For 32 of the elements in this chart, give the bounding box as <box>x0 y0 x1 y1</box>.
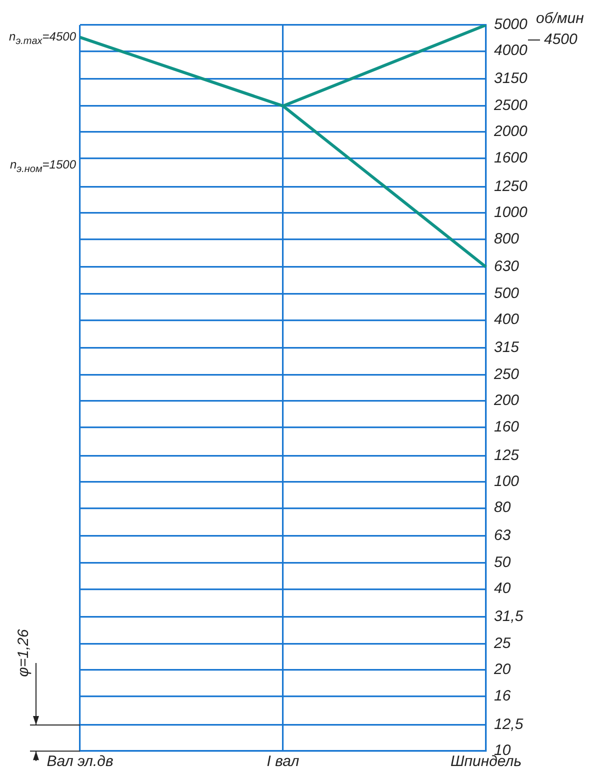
y-tick-label: 25 <box>493 635 512 652</box>
y-tick-label: 160 <box>494 418 520 436</box>
y-tick-label: 50 <box>494 554 512 572</box>
y-tick-label: 100 <box>494 473 520 490</box>
y-tick-label: 1600 <box>494 149 528 166</box>
y-tick-label: 125 <box>494 447 520 464</box>
x-tick-label: Вал эл.дв <box>46 753 114 770</box>
y-tick-label: 315 <box>494 339 520 356</box>
y-tick-label: 63 <box>494 527 512 544</box>
y-tick-label: 200 <box>493 392 520 410</box>
y-tick-label: 80 <box>494 499 512 516</box>
x-tick-label: I вал <box>266 753 300 770</box>
y-axis-title: об/мин <box>536 10 584 28</box>
y-tick-label: 500 <box>494 285 520 302</box>
y-tick-label: 250 <box>493 366 520 384</box>
y-tick-label: 1250 <box>494 178 528 196</box>
y-tick-label: 5000 <box>494 16 528 34</box>
y-tick-label: 20 <box>493 661 512 678</box>
y-tick-label: 2000 <box>493 123 528 140</box>
text: φ=1,26 <box>15 628 32 677</box>
y-tick-label: 1000 <box>494 204 528 222</box>
y-tick-label: 2500 <box>493 97 528 114</box>
y-tick-label: 12,5 <box>494 716 524 734</box>
y-tick-label: 31,5 <box>494 608 524 626</box>
text: 4500 <box>544 31 578 48</box>
y-tick-label: 40 <box>494 580 512 598</box>
y-tick-label: 400 <box>494 311 520 328</box>
y-tick-label: 4000 <box>494 42 528 60</box>
y-tick-label: 16 <box>494 687 512 704</box>
y-tick-label: 800 <box>494 230 520 248</box>
y-tick-label: 3150 <box>494 70 528 88</box>
y-tick-label: 630 <box>494 258 520 276</box>
